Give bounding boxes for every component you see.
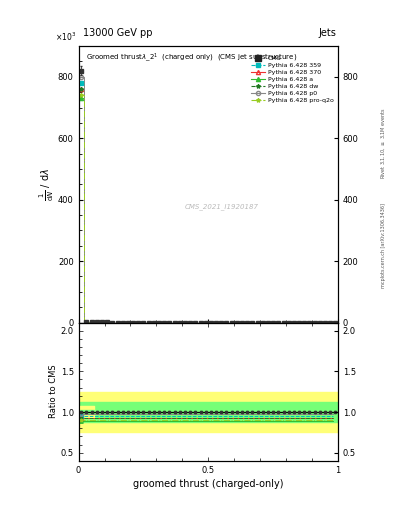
Text: Jets: Jets: [318, 28, 336, 38]
Text: CMS_2021_I1920187: CMS_2021_I1920187: [184, 203, 258, 210]
Legend: CMS, Pythia 6.428 359, Pythia 6.428 370, Pythia 6.428 a, Pythia 6.428 dw, Pythia: CMS, Pythia 6.428 359, Pythia 6.428 370,…: [250, 55, 335, 104]
Text: Groomed thrust$\lambda\_2^1$  (charged only)  (CMS jet substructure): Groomed thrust$\lambda\_2^1$ (charged on…: [86, 52, 298, 65]
Text: Rivet 3.1.10, $\geq$ 3.1M events: Rivet 3.1.10, $\geq$ 3.1M events: [379, 108, 387, 179]
Y-axis label: $\frac{1}{\mathrm{d}N}$ / $\mathrm{d}\lambda$: $\frac{1}{\mathrm{d}N}$ / $\mathrm{d}\la…: [38, 168, 57, 201]
Y-axis label: Ratio to CMS: Ratio to CMS: [49, 365, 58, 418]
Text: mcplots.cern.ch [arXiv:1306.3436]: mcplots.cern.ch [arXiv:1306.3436]: [381, 203, 386, 288]
X-axis label: groomed thrust (charged-only): groomed thrust (charged-only): [133, 479, 283, 489]
Text: $\times10^3$: $\times10^3$: [55, 31, 76, 44]
Text: 13000 GeV pp: 13000 GeV pp: [83, 28, 152, 38]
